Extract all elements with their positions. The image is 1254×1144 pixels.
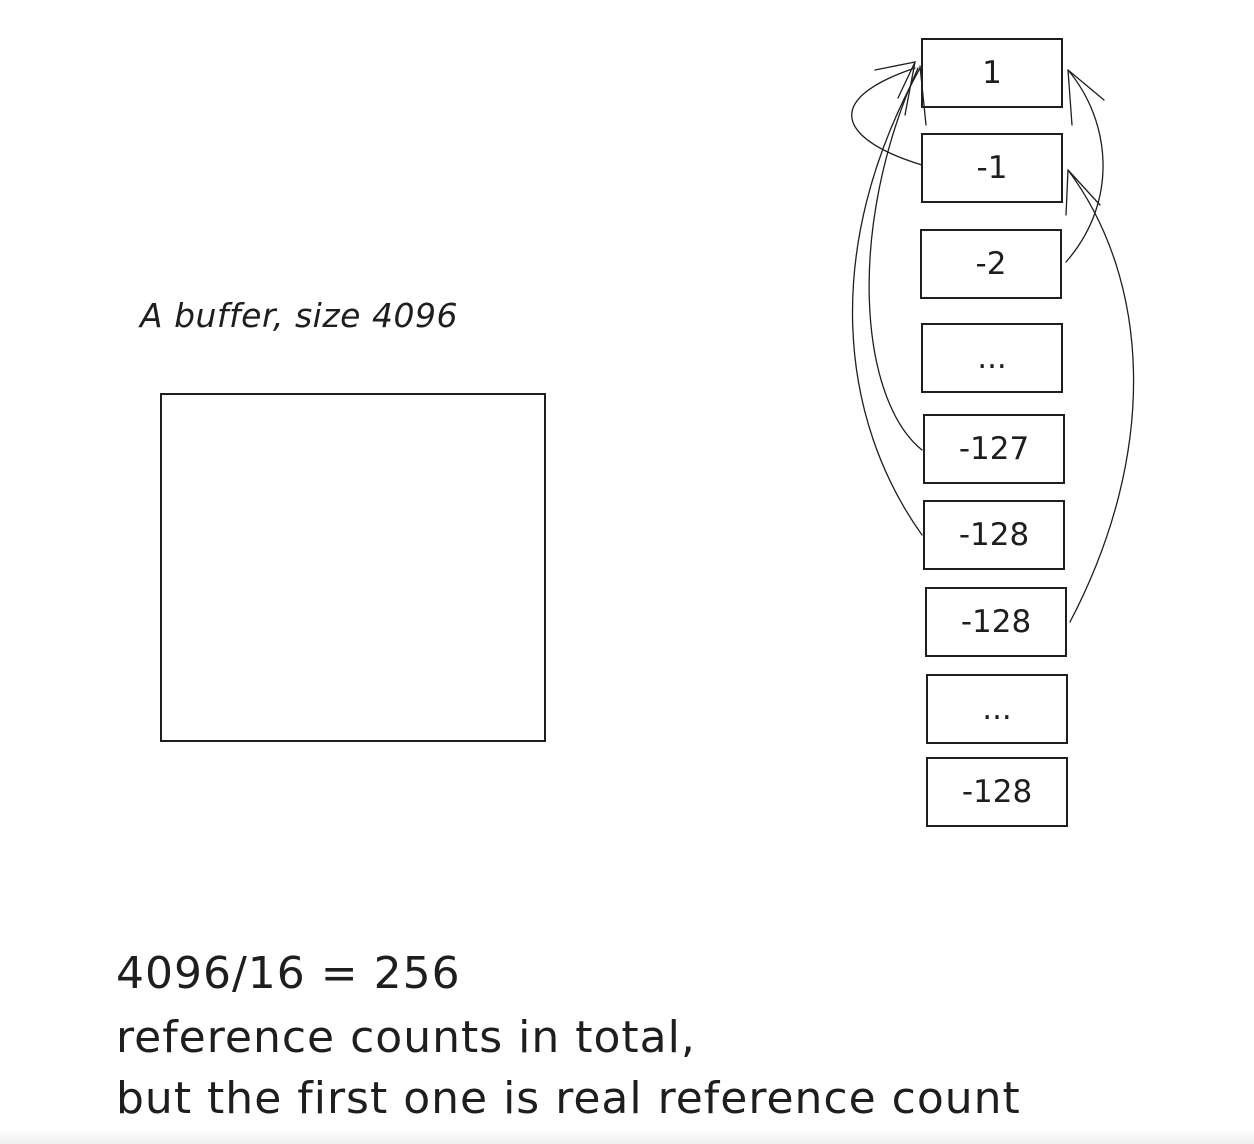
refcount-cell-4: ... (921, 323, 1063, 393)
arrowhead-right-3 (1067, 169, 1101, 206)
refcount-cell-7: -128 (925, 587, 1067, 657)
note-line-2: reference counts in total, (116, 1012, 696, 1063)
arrowhead-left-2 (904, 61, 916, 116)
buffer-label: A buffer, size 4096 (140, 296, 458, 335)
buffer-box (160, 393, 546, 742)
arrow-from-minus2-right (1065, 69, 1104, 263)
refcount-cell-1: 1 (921, 38, 1063, 108)
arrowhead-left-1 (874, 61, 917, 99)
bottom-edge (0, 1128, 1254, 1144)
refcount-cell-8: ... (926, 674, 1068, 744)
refcount-cell-9: -128 (926, 757, 1068, 827)
note-line-3: but the first one is real reference coun… (116, 1073, 1021, 1124)
refcount-cell-3: -2 (920, 229, 1062, 299)
arrow-from-minus1-left (851, 67, 923, 166)
arrowhead-right-4 (1065, 169, 1069, 216)
arrowhead-right-2 (1067, 69, 1073, 126)
arrow-from-minus128-left (851, 67, 923, 536)
refcount-cell-2: -1 (921, 133, 1063, 203)
arrow-from-minus128b-right (1067, 169, 1135, 623)
arrow-from-minus127-left (868, 67, 923, 451)
arrowhead-right-1 (1067, 69, 1105, 101)
note-line-1: 4096/16 = 256 (116, 948, 461, 999)
refcount-cell-5: -127 (923, 414, 1065, 484)
refcount-cell-6: -128 (923, 500, 1065, 570)
